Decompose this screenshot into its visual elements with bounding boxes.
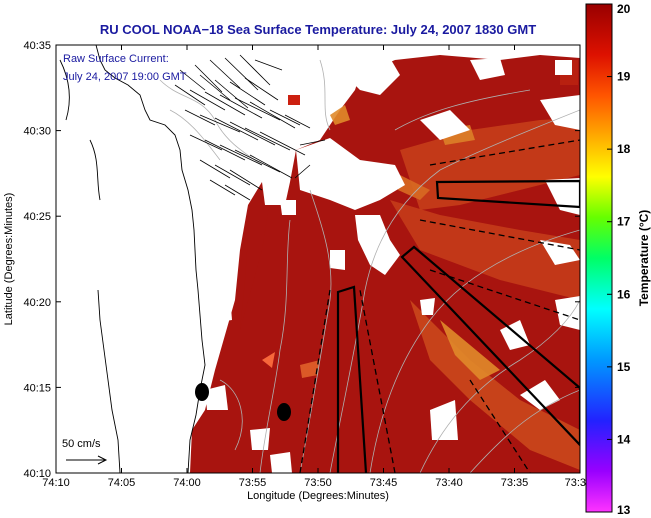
x-axis-label: Longitude (Degrees:Minutes) (247, 490, 389, 502)
scale-arrowhead (97, 455, 108, 465)
annotation-line-1: Raw Surface Current: (63, 53, 169, 65)
x-tick-label: 74:05 (108, 477, 136, 489)
y-tick-label: 40:10 (23, 468, 51, 480)
radial-dashed-lines (299, 139, 580, 473)
map-plot-area: 50 cm/s Raw Surface Current: July 24, 20… (56, 45, 580, 473)
scale-label: 50 cm/s (62, 438, 101, 450)
x-tick-label: 73:40 (435, 477, 463, 489)
y-tick-label: 40:25 (23, 211, 51, 223)
surface-current-vectors (174, 54, 326, 201)
y-tick-label: 40:20 (23, 297, 51, 309)
colorbar-tick-label: 15 (617, 360, 631, 374)
colorbar-tick-label: 13 (617, 503, 631, 517)
x-tick-label: 73:3 (565, 477, 586, 489)
x-tick-label: 73:45 (370, 477, 398, 489)
colorbar-ticks: 20 19 18 17 16 15 14 13 (607, 2, 631, 517)
radar-site-marker (195, 383, 209, 401)
annotation-line-2: July 24, 2007 19:00 GMT (63, 71, 187, 83)
chart-title: RU COOL NOAA−18 Sea Surface Temperature:… (100, 22, 536, 37)
x-tick-label: 73:35 (501, 477, 529, 489)
colorbar-tick-label: 20 (617, 2, 631, 16)
y-tick-label: 40:35 (23, 40, 51, 52)
transect-boxes (336, 179, 580, 473)
colorbar-tick-label: 17 (617, 215, 631, 229)
y-axis: 40:35 40:30 40:25 40:20 40:15 40:10 (23, 40, 580, 480)
colorbar-label: Temperature (°C) (637, 210, 651, 307)
colorbar-gradient (585, 3, 613, 513)
radar-site-marker (277, 403, 291, 421)
colorbar-tick-label: 19 (617, 70, 631, 84)
no-data-areas (200, 58, 580, 473)
colorbar-tick-label: 16 (617, 287, 631, 301)
x-axis: 74:10 74:05 74:00 73:55 73:50 73:45 73:40 73:35… (42, 45, 586, 489)
x-tick-label: 74:10 (42, 477, 70, 489)
y-tick-label: 40:15 (23, 382, 51, 394)
coastline (59, 45, 206, 473)
colorbar-tick-label: 14 (617, 432, 631, 446)
colorbar-tick-label: 18 (617, 142, 631, 156)
x-tick-label: 74:00 (173, 477, 201, 489)
x-tick-label: 73:55 (239, 477, 267, 489)
y-tick-label: 40:30 (23, 126, 51, 138)
bathymetry-contours (159, 59, 580, 473)
colorbar: 20 19 18 17 16 15 14 13 Temperature (°C) (585, 2, 651, 517)
x-tick-label: 73:50 (304, 477, 332, 489)
y-axis-label: Latitude (Degrees:Minutes) (3, 193, 15, 326)
